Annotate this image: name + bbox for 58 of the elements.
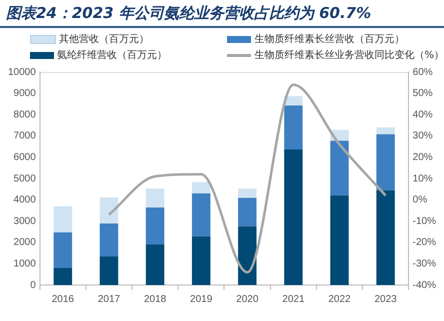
bar — [146, 244, 164, 285]
y2-tick-label: 50% — [412, 88, 433, 100]
bar — [238, 188, 257, 198]
y-tick-label: 5000 — [14, 173, 36, 184]
x-tick-label: 2021 — [282, 294, 305, 305]
bar — [146, 207, 164, 245]
y2-tick-label: 0% — [412, 194, 428, 206]
y2-tick-label: 60% — [412, 66, 433, 78]
y-tick-label: 2000 — [14, 237, 36, 248]
y-tick-label: 1000 — [14, 258, 36, 270]
bar — [54, 268, 72, 285]
bar — [284, 105, 303, 150]
line-series — [108, 84, 387, 274]
bar — [376, 127, 395, 134]
bar — [238, 198, 257, 226]
bar — [192, 182, 210, 194]
y-tick-label: 10000 — [8, 66, 36, 78]
x-tick-label: 2016 — [52, 294, 74, 305]
bar — [192, 193, 210, 236]
y-tick-label: 6000 — [14, 152, 36, 163]
bar — [100, 256, 118, 285]
legend-label: 生物质纤维素长丝业务营收同比变化（%） — [254, 48, 444, 62]
y2-tick-label: -20% — [412, 237, 436, 248]
bar — [192, 236, 210, 285]
y-tick-label: 3000 — [14, 216, 36, 227]
bar — [100, 197, 118, 224]
legend-label: 其他营收（百万元） — [59, 32, 149, 46]
bar — [238, 226, 257, 285]
legend-label: 生物质纤维素长丝营收（百万元） — [254, 32, 404, 46]
y-tick-label: 9000 — [14, 88, 36, 100]
y-tick-label: 8000 — [14, 109, 36, 120]
chart-title: 图表24：2023 年公司氨纶业务营收占比约为 60.7% — [0, 0, 444, 28]
x-tick-label: 2023 — [374, 294, 398, 305]
y2-tick-label: -40% — [412, 280, 436, 291]
bar — [54, 206, 72, 232]
legend-label: 氨纶纤维营收（百万元） — [57, 48, 167, 62]
y2-tick-label: -30% — [412, 258, 436, 270]
y-tick-label: 0 — [30, 280, 36, 291]
x-tick-label: 2020 — [236, 294, 259, 305]
y-tick-label: 7000 — [14, 130, 36, 142]
y2-tick-label: 10% — [412, 173, 433, 184]
bar — [284, 150, 303, 285]
y2-tick-label: 20% — [412, 152, 433, 163]
bar — [54, 232, 72, 268]
x-tick-label: 2019 — [190, 294, 213, 305]
x-tick-label: 2017 — [98, 294, 121, 305]
bar — [330, 140, 349, 196]
y-tick-label: 4000 — [14, 194, 36, 206]
bar — [146, 188, 164, 208]
bar — [376, 134, 395, 190]
x-tick-label: 2018 — [144, 294, 167, 305]
bar — [376, 190, 395, 285]
bar — [330, 195, 349, 285]
y2-tick-label: 40% — [412, 109, 433, 120]
y2-tick-label: -10% — [412, 216, 436, 227]
x-tick-label: 2022 — [328, 294, 352, 305]
bar — [100, 223, 118, 256]
y2-tick-label: 30% — [412, 130, 433, 142]
